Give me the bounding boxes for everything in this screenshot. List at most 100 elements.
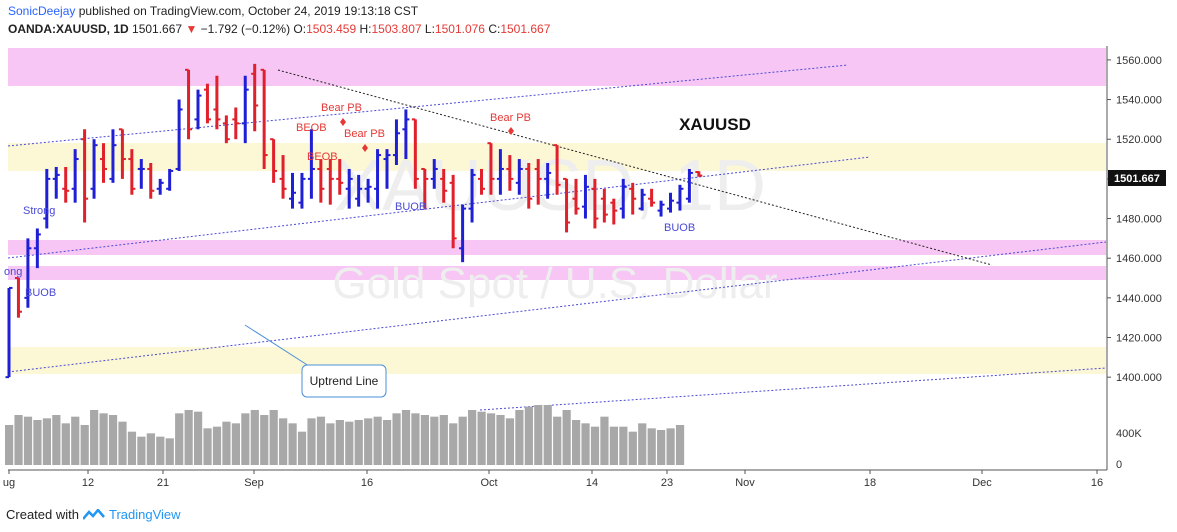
ohlc-bar (600, 188, 608, 223)
bear-pb-marker-1 (340, 118, 346, 126)
ohlc-bar (81, 129, 89, 223)
price-tick-label: 1540.000 (1116, 95, 1162, 107)
volume-bar (23, 416, 33, 465)
ohlc-bar (100, 143, 107, 183)
time-tick-label: Oct (480, 477, 497, 489)
volume-bar (581, 423, 590, 465)
volume-bar (71, 416, 80, 465)
ohlc-bar (270, 138, 278, 183)
ohlc-bar (298, 172, 306, 209)
ohlc-bar (374, 149, 382, 209)
ohlc-bar (411, 118, 419, 189)
ohlc-bar (317, 159, 325, 203)
volume-bar (449, 423, 458, 465)
ohlc-bar (619, 178, 627, 219)
volume-bar (99, 413, 108, 465)
volume-bar (118, 421, 127, 465)
chart-title: XAUUSD (679, 115, 751, 134)
ohlc-bar (90, 139, 98, 199)
ohlc-bar (648, 188, 656, 207)
price-tick-label: 1480.000 (1116, 214, 1162, 226)
ohlc-bar (251, 63, 259, 132)
volume-bar (430, 416, 439, 465)
low-value: 1501.076 (434, 22, 485, 36)
ohlc-bar (515, 159, 523, 195)
volume-bar (345, 421, 354, 465)
ohlc-bar (553, 144, 561, 195)
volume-tick-400k: 400K (1116, 428, 1142, 440)
uptrend-callout[interactable] (301, 364, 387, 398)
volume-bar (90, 410, 99, 465)
volume-bar (222, 421, 231, 465)
tradingview-brand[interactable]: TradingView (108, 507, 181, 522)
volume-bar (137, 436, 146, 465)
demand-zone (8, 347, 1106, 374)
price-tick-label: 1460.000 (1116, 253, 1162, 265)
volume-bar (5, 425, 14, 465)
beob-label-2: BEOB (307, 151, 338, 163)
ohlc-bar (194, 89, 202, 130)
bear-pb-label-1: Bear PB (321, 102, 362, 114)
volume-bar (260, 415, 269, 465)
uptrend-callout-text: Uptrend Line (310, 374, 379, 388)
bear-pb-marker-3 (508, 127, 514, 135)
ohlc-bar (487, 142, 495, 195)
volume-bar (42, 418, 51, 465)
volume-bar (638, 423, 647, 465)
volume-bar (14, 415, 23, 465)
ohlc-bar (71, 149, 79, 203)
volume-bars (5, 405, 685, 465)
ohlc-bar (449, 174, 457, 249)
ohlc-bar (496, 149, 504, 195)
symbol-label: OANDA:XAUUSD, 1D (8, 22, 129, 36)
watermark-symbol: XAUUSD, 1D (334, 146, 766, 226)
open-label: O: (293, 22, 307, 36)
time-tick-label: Nov (735, 477, 755, 489)
watermark-name: Gold Spot / U.S. Dollar (332, 259, 777, 308)
uptrend-line (7, 241, 1107, 373)
volume-bar (156, 436, 165, 465)
volume-bar (647, 428, 656, 465)
price-chart[interactable]: XAUUSD, 1D Gold Spot / U.S. Dollar Uptre… (0, 0, 1177, 500)
ohlc-bar (544, 163, 552, 199)
volume-bar (250, 410, 259, 465)
ohlc-bar (657, 200, 665, 217)
ohlc-bar (232, 107, 240, 140)
bear-pb-marker-2 (362, 144, 368, 152)
ohlc-bar (213, 75, 221, 130)
open-value: 1503.459 (306, 22, 357, 36)
ohlc-bar (203, 83, 211, 124)
volume-bar (316, 416, 326, 465)
ohlc-bar (345, 168, 353, 209)
publisher-name[interactable]: SonicDeejay (8, 4, 76, 18)
volume-bar (619, 426, 628, 465)
volume-bar (241, 413, 250, 465)
ohlc-bar (307, 129, 315, 199)
support-zone-lower (8, 266, 1106, 280)
price-axis[interactable]: 1560.0001540.0001520.0001500.0001480.000… (1107, 55, 1162, 384)
price-tick-label: 1420.000 (1116, 333, 1162, 345)
ohlc-bar (440, 168, 448, 203)
time-axis[interactable]: ug 12 21 Sep 16 Oct 14 23 Nov 18 Dec 16 (3, 470, 1103, 489)
volume-bar (127, 431, 137, 465)
symbol-info: OANDA:XAUUSD, 1D 1501.667 ▼ −1.792 (−0.1… (8, 22, 550, 36)
strong-label: Strong (23, 205, 55, 217)
ohlc-bar (156, 178, 164, 195)
volume-bar (543, 405, 552, 465)
pattern-labels: Strong BUOB ong BEOB BEOB Bear PB Bear P… (4, 102, 695, 299)
volume-bar (486, 413, 496, 465)
volume-bar (212, 426, 222, 465)
buob-label-2: BUOB (395, 201, 426, 213)
publish-text: published on TradingView.com, October 24… (78, 4, 419, 18)
volume-bar (326, 423, 335, 465)
ohlc-bar (364, 178, 372, 203)
volume-bar (458, 416, 467, 465)
ohlc-bar (128, 149, 136, 195)
volume-bar (590, 426, 600, 465)
beob-label-1: BEOB (296, 122, 327, 134)
volume-bar (354, 420, 363, 465)
volume-bar (194, 411, 203, 465)
volume-bar (297, 431, 307, 465)
volume-bar (505, 418, 515, 465)
ohlc-bar (478, 168, 485, 195)
